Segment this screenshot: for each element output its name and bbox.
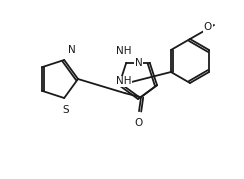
Text: N: N xyxy=(135,58,143,68)
Text: O: O xyxy=(134,118,142,128)
Text: N: N xyxy=(68,45,76,55)
Text: O: O xyxy=(204,22,212,32)
Text: NH: NH xyxy=(116,76,132,86)
Text: NH: NH xyxy=(116,46,132,56)
Text: S: S xyxy=(63,105,70,115)
